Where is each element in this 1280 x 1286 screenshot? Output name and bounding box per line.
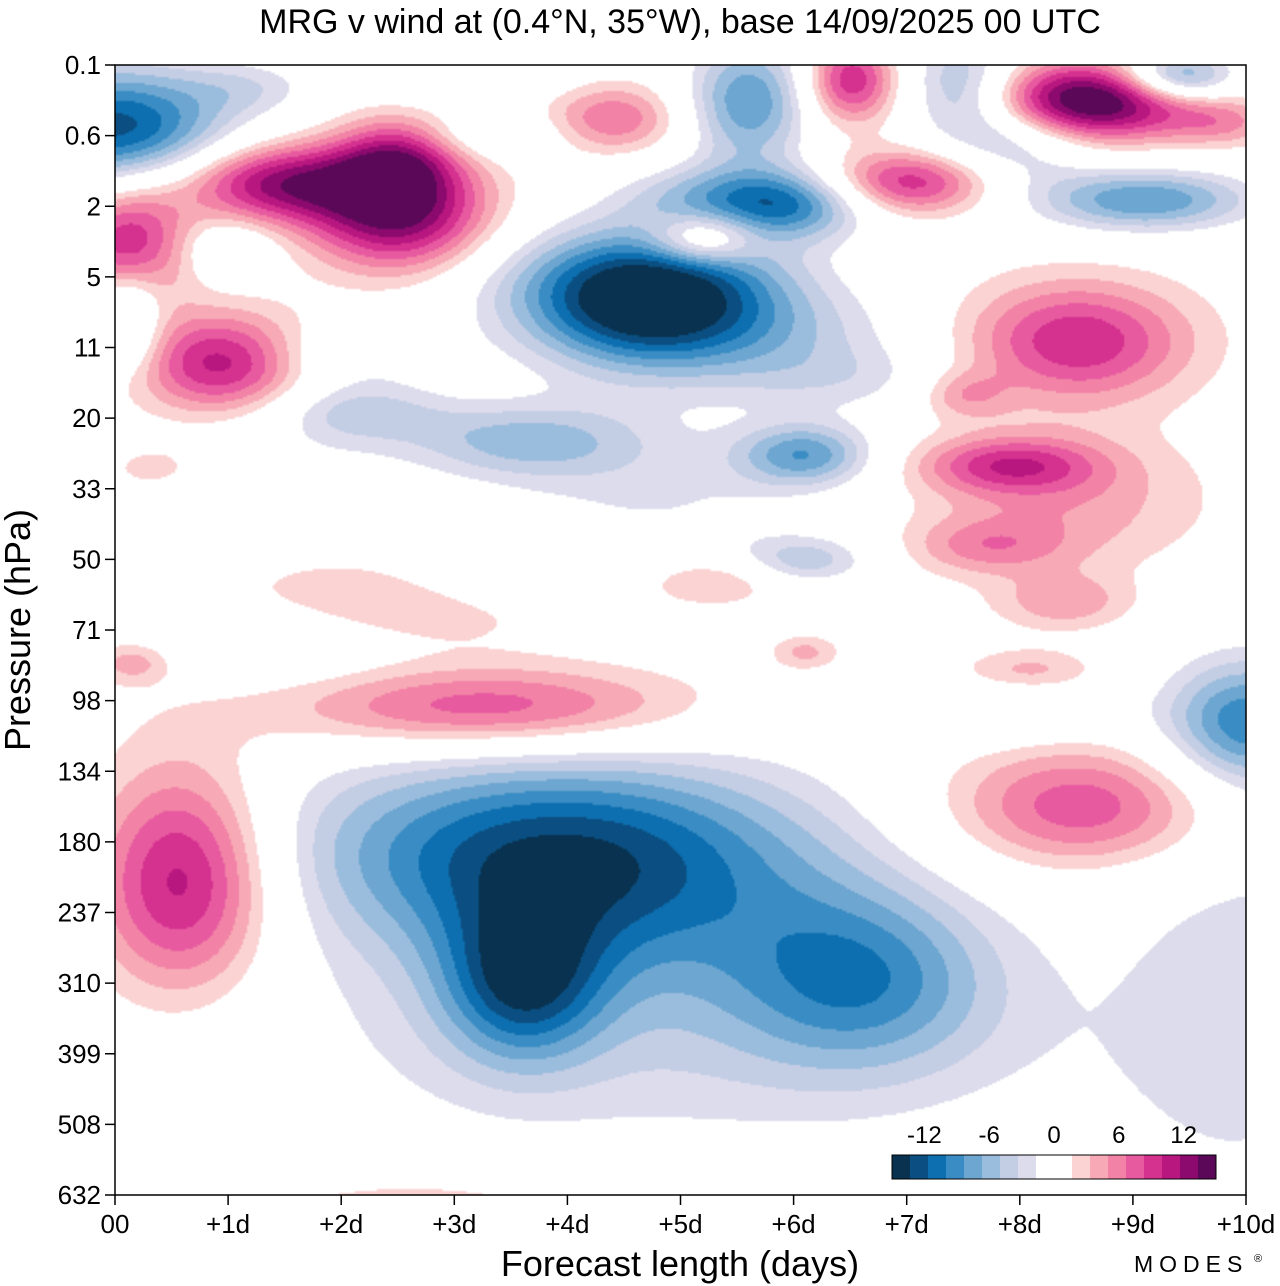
y-tick-label: 2 [87, 191, 101, 221]
colorbar-tick-label: 0 [1047, 1122, 1060, 1149]
x-tick-label: 00 [101, 1209, 130, 1239]
y-tick-label: 0.1 [65, 50, 101, 80]
x-tick-label: +3d [432, 1209, 476, 1239]
modes-logo: MODES ® [1134, 1251, 1262, 1277]
colorbar-swatch [928, 1155, 947, 1179]
colorbar-swatch [1162, 1155, 1181, 1179]
colorbar-tick-label: 6 [1112, 1122, 1125, 1149]
colorbar-swatch [964, 1155, 983, 1179]
x-axis-ticks: 00 +1d +2d +3d +4d +5d +6d +7d +8d +9d +10d [101, 1195, 1276, 1239]
colorbar-swatch [1072, 1155, 1091, 1179]
y-tick-label: 33 [72, 474, 101, 504]
colorbar-swatch [1180, 1155, 1199, 1179]
x-tick-label: +7d [885, 1209, 929, 1239]
colorbar-tick-label: 12 [1170, 1122, 1197, 1149]
y-tick-label: 134 [58, 756, 101, 786]
y-tick-label: 399 [58, 1039, 101, 1069]
modes-logo-text: MODES [1134, 1251, 1248, 1277]
colorbar-swatch [1144, 1155, 1163, 1179]
x-tick-label: +5d [658, 1209, 702, 1239]
colorbar-swatch [910, 1155, 929, 1179]
x-tick-label: +4d [545, 1209, 589, 1239]
colorbar-swatch [1036, 1155, 1055, 1179]
colorbar-swatch [1054, 1155, 1073, 1179]
colorbar-swatch [1090, 1155, 1109, 1179]
y-tick-label: 237 [58, 898, 101, 928]
colorbar-swatch [946, 1155, 965, 1179]
x-tick-label: +9d [1111, 1209, 1155, 1239]
x-tick-label: +2d [319, 1209, 363, 1239]
y-tick-label: 50 [72, 544, 101, 574]
y-axis-ticks: 0.1 0.6 2 5 11 20 33 50 71 98 134 180 237 310 399 508 63… [58, 50, 115, 1210]
y-tick-label: 98 [72, 686, 101, 716]
y-tick-label: 71 [72, 615, 101, 645]
x-tick-label: +8d [998, 1209, 1042, 1239]
colorbar-swatch [982, 1155, 1001, 1179]
colorbar-tick-label: -12 [907, 1122, 942, 1149]
modes-logo-mark: ® [1254, 1253, 1262, 1265]
y-tick-label: 11 [74, 333, 101, 363]
colorbar-swatches [891, 1154, 1217, 1180]
colorbar-tick-labels: -12 -6 0 6 12 [907, 1122, 1197, 1149]
colorbar-swatch [1000, 1155, 1019, 1179]
x-tick-label: +1d [206, 1209, 250, 1239]
y-tick-label: 632 [58, 1180, 101, 1210]
colorbar-swatch [1108, 1155, 1127, 1179]
y-tick-label: 508 [58, 1109, 101, 1139]
x-tick-label: +10d [1217, 1209, 1276, 1239]
v-wind-contour-field [115, 65, 1246, 1195]
y-tick-label: 5 [87, 262, 101, 292]
y-tick-label: 20 [72, 403, 101, 433]
plot-area [114, 64, 1247, 1196]
colorbar-swatch [1198, 1155, 1217, 1179]
x-axis-label: Forecast length (days) [501, 1243, 859, 1284]
colorbar-swatch [892, 1155, 911, 1179]
y-tick-label: 0.6 [65, 121, 101, 151]
colorbar-frame [891, 1154, 1217, 1180]
y-axis-label: Pressure (hPa) [0, 509, 38, 751]
colorbar-swatch [1126, 1155, 1145, 1179]
colorbar-tick-label: -6 [979, 1122, 1000, 1149]
colorbar-legend: -12 -6 0 6 12 [891, 1122, 1217, 1180]
x-tick-label: +6d [772, 1209, 816, 1239]
colorbar-swatch [1018, 1155, 1037, 1179]
y-tick-label: 310 [58, 968, 101, 998]
y-tick-label: 180 [58, 827, 101, 857]
chart-title: MRG v wind at (0.4°N, 35°W), base 14/09/… [259, 3, 1101, 41]
